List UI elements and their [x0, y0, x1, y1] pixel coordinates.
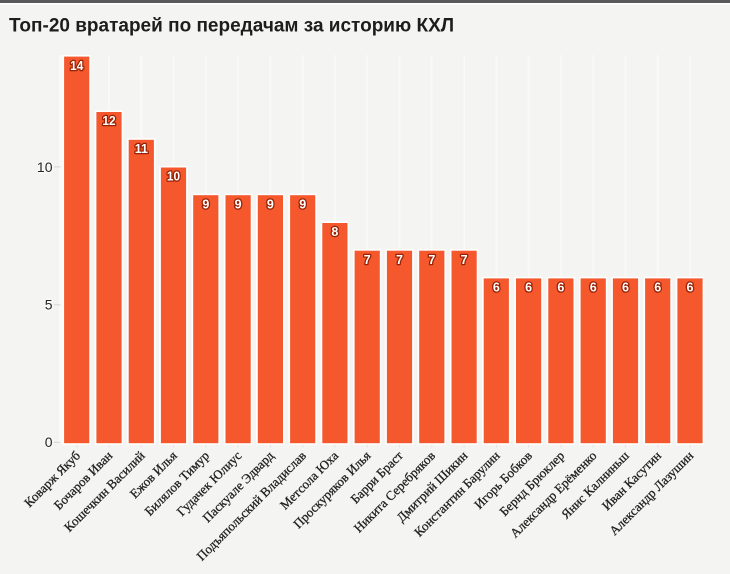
svg-text:9: 9	[235, 197, 242, 211]
svg-text:9: 9	[299, 197, 306, 211]
svg-text:8: 8	[331, 225, 338, 239]
svg-text:6: 6	[557, 281, 564, 295]
svg-text:6: 6	[525, 281, 532, 295]
svg-text:6: 6	[687, 281, 694, 295]
svg-text:12: 12	[102, 114, 115, 128]
svg-text:7: 7	[428, 253, 435, 267]
svg-text:14: 14	[70, 59, 83, 73]
svg-text:10: 10	[167, 170, 180, 184]
svg-text:6: 6	[590, 281, 597, 295]
svg-text:7: 7	[461, 253, 468, 267]
svg-text:7: 7	[364, 253, 371, 267]
svg-text:Топ-20 вратарей по передачам з: Топ-20 вратарей по передачам за историю …	[9, 16, 454, 37]
svg-text:7: 7	[396, 253, 403, 267]
svg-text:6: 6	[654, 281, 661, 295]
svg-text:11: 11	[135, 142, 148, 156]
svg-text:10: 10	[37, 159, 53, 175]
svg-text:6: 6	[622, 281, 629, 295]
svg-text:0: 0	[45, 434, 53, 450]
svg-text:9: 9	[202, 197, 209, 211]
svg-text:5: 5	[45, 297, 53, 313]
svg-text:6: 6	[493, 281, 500, 295]
svg-text:9: 9	[267, 197, 274, 211]
